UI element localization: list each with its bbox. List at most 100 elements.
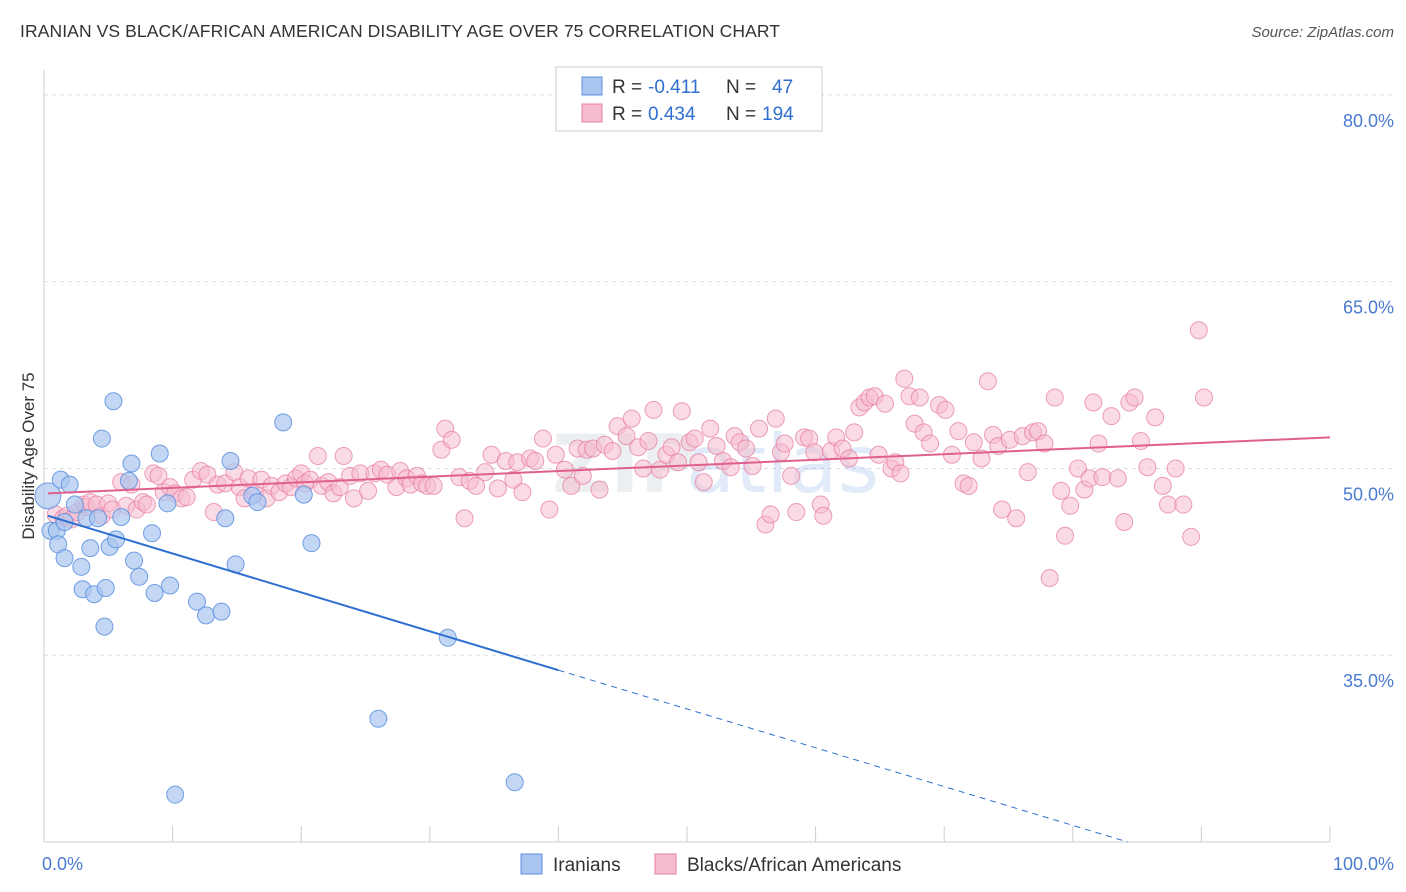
data-point-iranians bbox=[125, 551, 144, 570]
bottom-legend-swatch-iranians bbox=[520, 853, 543, 875]
grid-lines bbox=[44, 94, 1394, 656]
trendlines bbox=[47, 436, 1331, 843]
data-point-iranians bbox=[107, 530, 126, 549]
data-point-iranians bbox=[158, 494, 177, 513]
data-point-blacks bbox=[590, 480, 609, 499]
data-point-iranians bbox=[302, 534, 321, 553]
data-point-blacks bbox=[455, 509, 474, 528]
data-point-blacks bbox=[672, 402, 691, 421]
data-point-blacks bbox=[1115, 512, 1134, 531]
y-tick-label: 35.0% bbox=[1343, 671, 1394, 691]
data-point-iranians bbox=[119, 471, 138, 490]
data-point-blacks bbox=[1182, 527, 1201, 546]
data-point-iranians bbox=[161, 576, 180, 595]
x-tick-label-max: 100.0% bbox=[1333, 854, 1394, 874]
data-point-blacks bbox=[1007, 509, 1026, 528]
data-point-iranians bbox=[81, 539, 100, 558]
data-point-iranians bbox=[505, 773, 524, 792]
data-point-blacks bbox=[504, 470, 523, 489]
data-point-blacks bbox=[513, 483, 532, 502]
data-point-blacks bbox=[814, 506, 833, 525]
y-axis-title: Disability Age Over 75 bbox=[19, 372, 38, 539]
y-tick-label: 80.0% bbox=[1343, 111, 1394, 131]
data-point-blacks bbox=[1194, 388, 1213, 407]
data-point-blacks bbox=[949, 422, 968, 441]
data-point-blacks bbox=[993, 500, 1012, 519]
data-point-blacks bbox=[644, 400, 663, 419]
data-point-blacks bbox=[1158, 495, 1177, 514]
data-point-blacks bbox=[869, 445, 888, 464]
data-point-blacks bbox=[685, 429, 704, 448]
data-point-blacks bbox=[782, 466, 801, 485]
data-point-blacks bbox=[1125, 388, 1144, 407]
data-point-iranians bbox=[55, 549, 74, 568]
data-point-iranians bbox=[96, 578, 115, 597]
data-point-blacks bbox=[701, 419, 720, 438]
data-point-blacks bbox=[721, 458, 740, 477]
data-point-iranians bbox=[294, 485, 313, 504]
data-point-blacks bbox=[617, 427, 636, 446]
data-point-blacks bbox=[1061, 496, 1080, 515]
data-point-blacks bbox=[330, 478, 349, 497]
data-point-blacks bbox=[766, 409, 785, 428]
data-point-iranians bbox=[145, 583, 164, 602]
trendline-blacks bbox=[47, 436, 1331, 495]
data-point-blacks bbox=[137, 495, 156, 514]
data-point-blacks bbox=[476, 463, 495, 482]
data-point-blacks bbox=[1068, 459, 1087, 478]
bottom-legend-swatch-blacks bbox=[654, 853, 677, 875]
legend-n-label-iranians: N = bbox=[726, 77, 756, 98]
data-point-blacks bbox=[467, 476, 486, 495]
data-point-blacks bbox=[694, 473, 713, 492]
data-point-blacks bbox=[805, 443, 824, 462]
data-point-blacks bbox=[424, 476, 443, 495]
data-point-blacks bbox=[308, 447, 327, 465]
legend-n-value-blacks: 194 bbox=[762, 104, 794, 125]
data-point-iranians bbox=[166, 785, 185, 804]
data-point-blacks bbox=[1089, 434, 1108, 453]
data-point-blacks bbox=[1052, 481, 1071, 500]
data-point-iranians bbox=[216, 509, 235, 528]
x-tick-label-min: 0.0% bbox=[42, 854, 83, 874]
data-point-iranians bbox=[369, 709, 388, 728]
data-point-blacks bbox=[1045, 388, 1064, 407]
data-point-blacks bbox=[895, 369, 914, 388]
data-point-blacks bbox=[707, 437, 726, 456]
data-point-iranians bbox=[112, 508, 131, 527]
data-point-blacks bbox=[526, 451, 545, 470]
data-point-blacks bbox=[921, 434, 940, 453]
data-point-blacks bbox=[662, 438, 681, 457]
data-point-blacks bbox=[603, 442, 622, 461]
legend-r-value-blacks: 0.434 bbox=[648, 104, 696, 125]
data-point-blacks bbox=[149, 466, 168, 485]
y-tick-label: 65.0% bbox=[1343, 298, 1394, 318]
data-point-blacks bbox=[1189, 321, 1208, 340]
data-point-blacks bbox=[1166, 459, 1185, 478]
x-ticks bbox=[43, 826, 1331, 842]
data-point-blacks bbox=[845, 423, 864, 442]
data-point-blacks bbox=[761, 505, 780, 524]
data-point-blacks bbox=[737, 439, 756, 458]
data-point-blacks bbox=[639, 432, 658, 451]
legend-r-value-iranians: -0.411 bbox=[648, 77, 700, 98]
y-tick-label: 50.0% bbox=[1343, 484, 1394, 504]
data-point-blacks bbox=[787, 503, 806, 522]
data-point-blacks bbox=[972, 449, 991, 468]
data-point-blacks bbox=[1131, 432, 1150, 451]
data-point-iranians bbox=[150, 444, 169, 463]
chart-title: IRANIAN VS BLACK/AFRICAN AMERICAN DISABI… bbox=[20, 21, 781, 41]
data-point-iranians bbox=[248, 493, 267, 512]
data-point-blacks bbox=[573, 466, 592, 485]
data-point-iranians bbox=[104, 392, 123, 411]
bottom-legend-blacks: Blacks/African Americans bbox=[687, 855, 901, 876]
data-point-iranians bbox=[72, 557, 91, 576]
series-iranians bbox=[34, 392, 524, 804]
legend-swatch-blacks bbox=[581, 103, 603, 123]
data-point-iranians bbox=[143, 524, 162, 543]
data-point-blacks bbox=[891, 464, 910, 483]
data-point-blacks bbox=[1093, 468, 1112, 487]
data-point-iranians bbox=[95, 617, 114, 636]
data-point-blacks bbox=[959, 476, 978, 495]
legend-r-label-iranians: R = bbox=[612, 77, 642, 98]
data-point-iranians bbox=[55, 512, 74, 531]
